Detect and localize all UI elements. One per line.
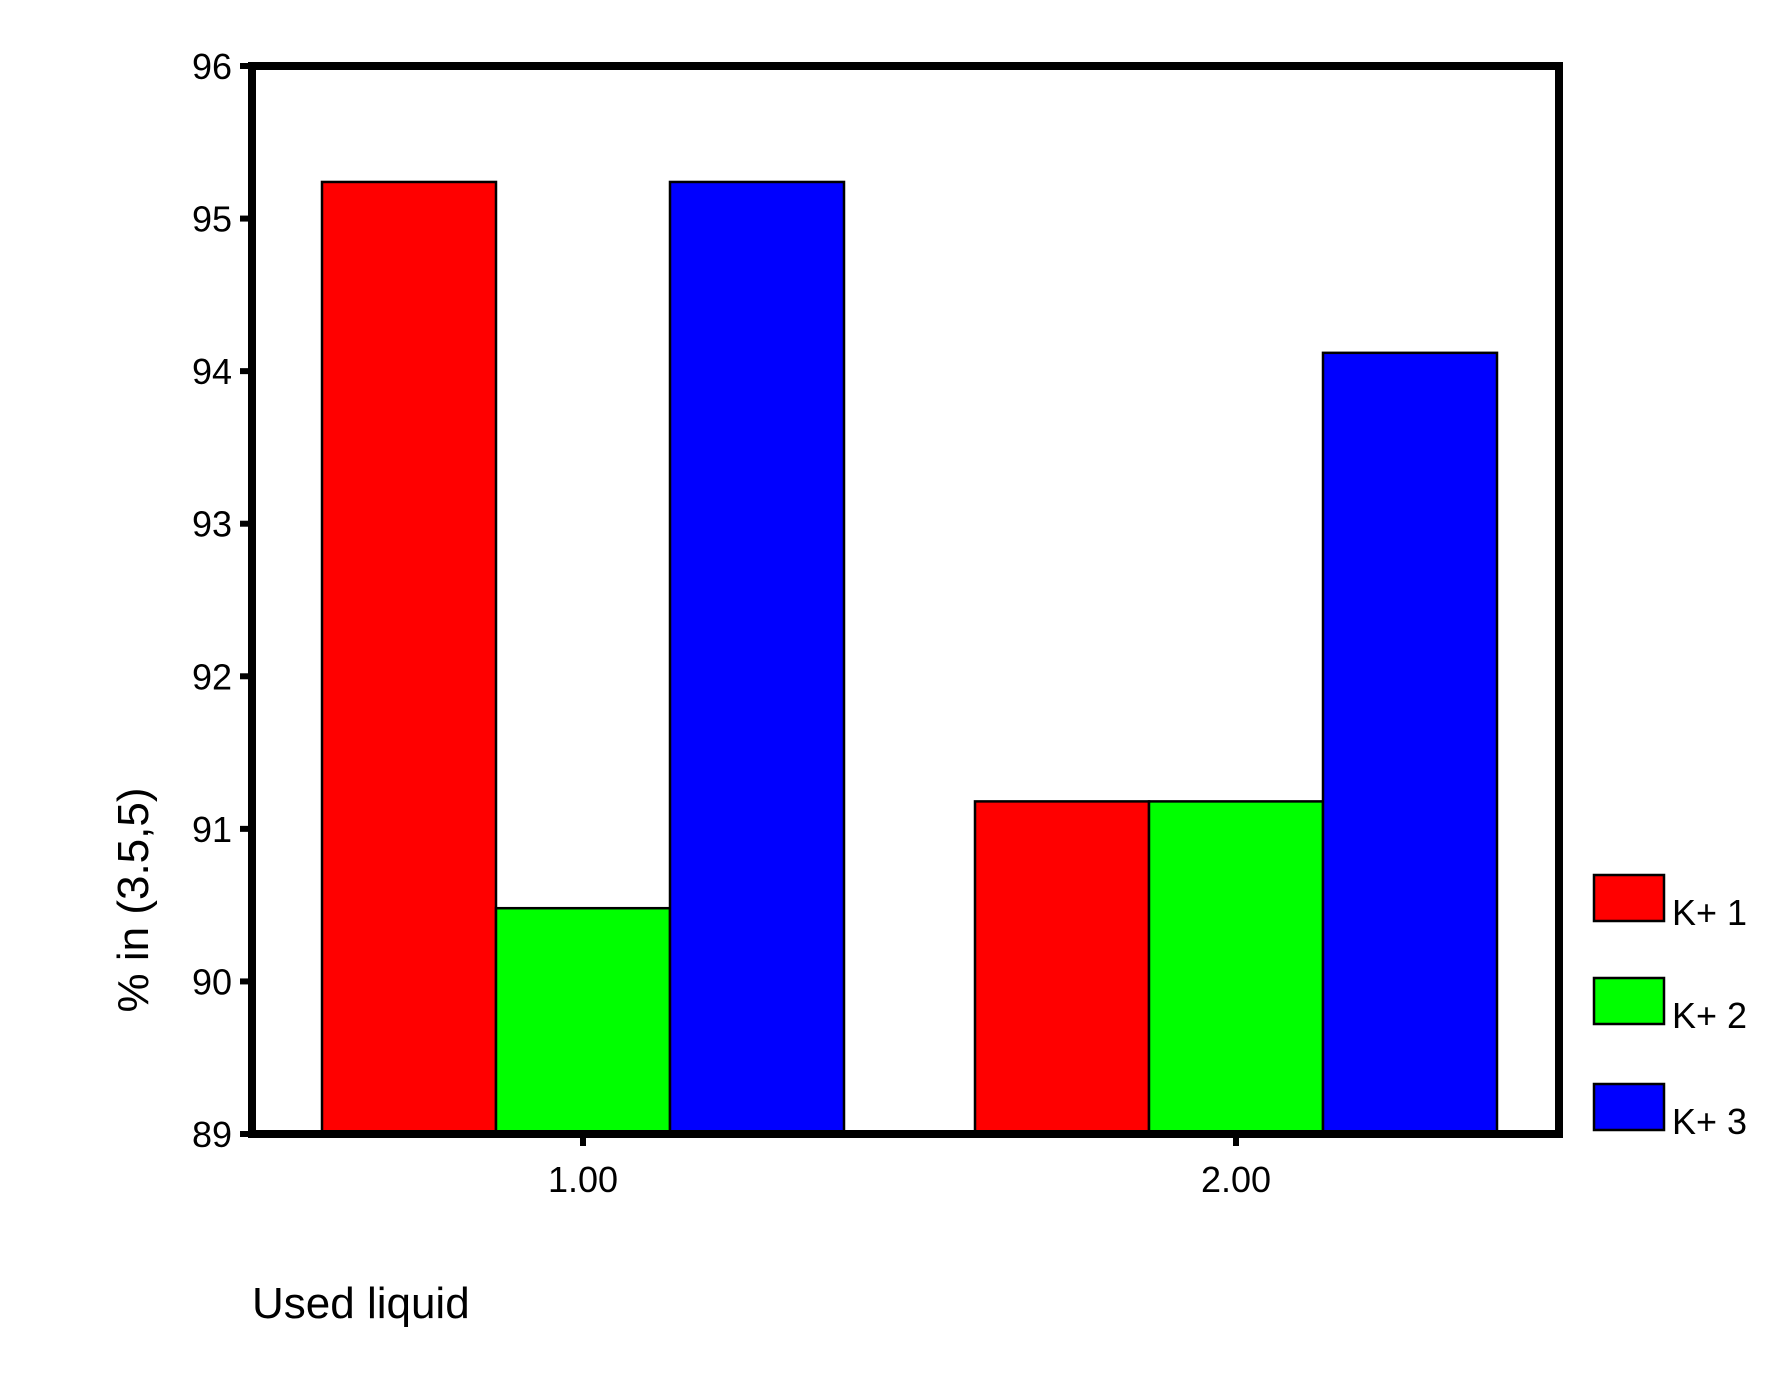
bar-k-2-2-00 [1147, 800, 1325, 1136]
x-axis: 1.00 2.00 [548, 1134, 1271, 1200]
y-tick-label: 92 [192, 656, 232, 697]
bar-k-3-1-00 [668, 180, 846, 1136]
bars-layer [320, 180, 1499, 1136]
legend-swatch [1592, 873, 1666, 923]
plot-frame [248, 62, 1563, 1138]
bar-k-3-2-00 [1321, 351, 1499, 1136]
y-tick-label: 93 [192, 504, 232, 545]
legend-label: K+ 2 [1672, 995, 1747, 1036]
x-tick-label: 1.00 [548, 1159, 618, 1200]
legend-label: K+ 3 [1672, 1101, 1747, 1142]
y-tick-label: 95 [192, 199, 232, 240]
bar-k-2-1-00 [494, 906, 672, 1136]
bar-k-1-1-00 [320, 180, 498, 1136]
legend-swatch [1592, 976, 1666, 1026]
y-axis-label: % in (3.5,5) [109, 788, 158, 1013]
y-axis: 89 90 91 92 93 94 95 96 [192, 46, 252, 1155]
bar-k-1-2-00 [973, 800, 1151, 1136]
y-tick-label: 89 [192, 1114, 232, 1155]
y-tick-label: 96 [192, 46, 232, 87]
x-axis-label: Used liquid [252, 1279, 470, 1328]
y-tick-label: 94 [192, 351, 232, 392]
y-tick-label: 91 [192, 809, 232, 850]
legend: K+ 1 K+ 2 K+ 3 [1592, 873, 1747, 1142]
legend-swatch [1592, 1082, 1666, 1132]
x-tick-label: 2.00 [1201, 1159, 1271, 1200]
y-tick-label: 90 [192, 961, 232, 1002]
legend-label: K+ 1 [1672, 892, 1747, 933]
